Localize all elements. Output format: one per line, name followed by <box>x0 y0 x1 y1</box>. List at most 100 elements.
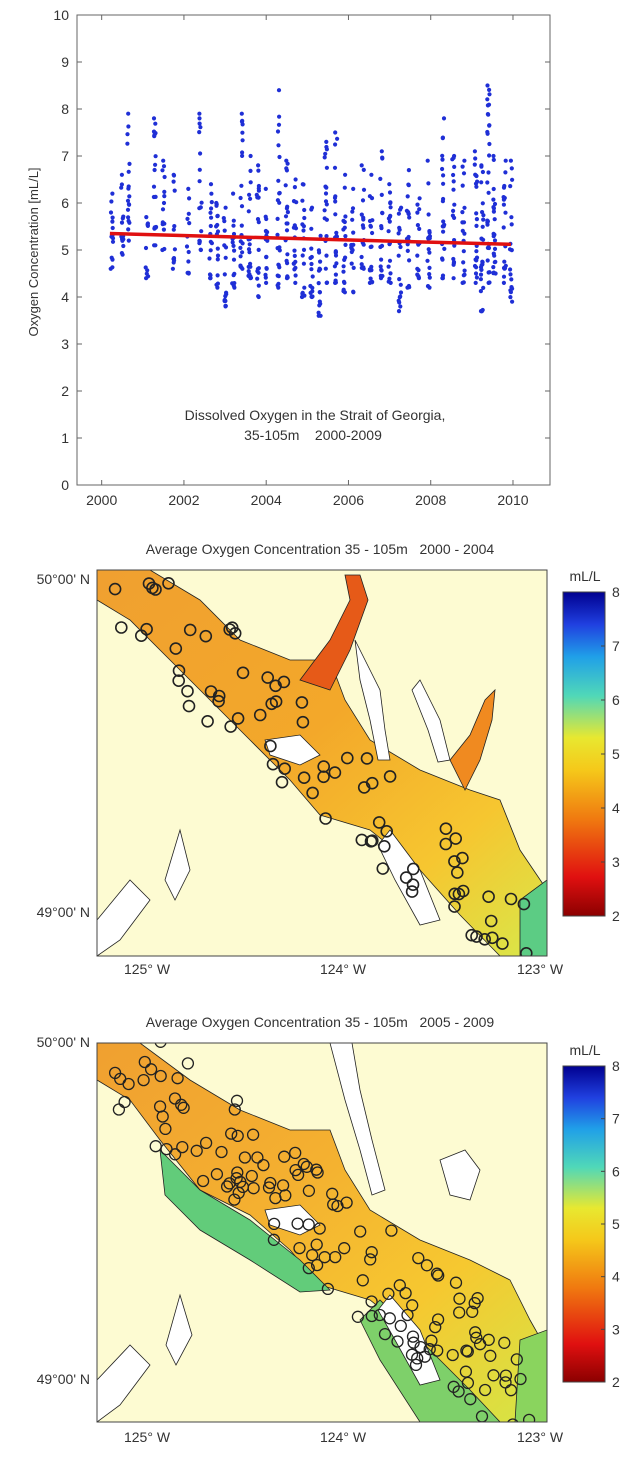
data-point <box>143 245 149 251</box>
data-point <box>143 265 148 270</box>
data-point <box>232 281 237 286</box>
station-marker <box>230 1094 244 1107</box>
data-point <box>222 298 227 303</box>
data-point <box>231 243 236 248</box>
data-point <box>503 210 508 215</box>
data-point <box>127 202 132 207</box>
data-point <box>386 216 391 221</box>
colorbar-tick-label: 7 <box>612 1111 620 1127</box>
data-point <box>126 238 131 243</box>
data-point <box>126 124 131 129</box>
station-marker <box>439 837 453 851</box>
data-point <box>285 252 290 257</box>
data-point <box>209 215 214 220</box>
data-point <box>292 248 297 253</box>
map1-colorbar <box>562 591 606 917</box>
data-point <box>451 179 456 184</box>
data-point <box>186 211 191 216</box>
data-point <box>461 280 466 285</box>
station-marker <box>328 766 342 779</box>
data-point <box>350 217 355 222</box>
station-marker <box>224 720 237 733</box>
station-marker <box>131 1029 142 1040</box>
data-point <box>334 234 339 239</box>
scatter-y-axis: 0 1 2 3 4 5 6 7 8 9 10 <box>53 7 550 493</box>
data-point <box>300 253 305 258</box>
data-point <box>301 228 306 233</box>
data-point <box>186 249 191 255</box>
data-point <box>406 183 411 188</box>
colorbar-tick-label: 5 <box>612 746 620 762</box>
data-point <box>462 158 467 163</box>
data-point <box>293 177 298 182</box>
data-point <box>335 136 340 141</box>
station-marker <box>326 1187 339 1200</box>
station-marker <box>449 832 463 845</box>
data-point <box>222 219 227 224</box>
station-marker <box>498 1336 511 1349</box>
data-point <box>231 231 237 237</box>
data-point <box>349 261 354 266</box>
data-point <box>509 166 514 171</box>
station-marker <box>461 1376 475 1390</box>
station-marker <box>406 862 420 876</box>
data-point <box>239 223 244 228</box>
data-point <box>507 247 513 252</box>
data-point <box>481 217 486 222</box>
data-point <box>492 217 497 222</box>
station-marker <box>319 812 332 825</box>
data-point <box>461 249 466 254</box>
data-point <box>275 216 280 221</box>
data-point <box>441 173 446 178</box>
data-point <box>209 191 214 196</box>
data-point <box>170 266 175 271</box>
data-point <box>361 265 366 270</box>
station-marker <box>406 1299 419 1312</box>
data-point <box>360 198 366 203</box>
data-point <box>380 156 385 161</box>
data-point <box>368 223 373 228</box>
data-point <box>407 215 412 220</box>
station-marker <box>182 699 196 713</box>
station-marker <box>253 708 267 722</box>
data-point <box>324 253 329 258</box>
map1-lat-label-49n: 49°00' N <box>37 904 90 920</box>
data-point <box>451 208 456 213</box>
data-point <box>317 290 322 295</box>
data-point <box>264 255 269 260</box>
station-marker <box>499 1369 513 1382</box>
data-point <box>472 162 477 167</box>
scatter-plot-frame <box>76 14 551 486</box>
station-marker <box>453 1292 466 1305</box>
data-point <box>440 257 445 262</box>
station-marker <box>113 1019 124 1030</box>
station-marker <box>460 1344 473 1357</box>
data-point <box>323 199 329 204</box>
y-tick-label: 10 <box>53 7 69 23</box>
station-marker <box>215 1145 228 1159</box>
data-point <box>343 172 348 177</box>
station-marker <box>356 1274 369 1287</box>
data-point <box>284 228 290 233</box>
data-point <box>162 189 167 194</box>
data-point <box>232 271 237 276</box>
data-point <box>341 264 346 269</box>
data-point <box>309 226 314 231</box>
data-point <box>342 280 347 285</box>
data-point <box>215 246 220 251</box>
data-point <box>407 258 412 263</box>
station-marker <box>432 1269 445 1282</box>
station-marker <box>412 1251 425 1265</box>
station-marker <box>505 1427 516 1438</box>
data-point <box>387 258 393 263</box>
data-point <box>275 232 280 237</box>
data-point <box>317 299 322 304</box>
data-point <box>451 187 456 192</box>
station-marker <box>156 1110 169 1123</box>
data-point <box>396 253 401 258</box>
data-point <box>276 274 281 279</box>
data-point <box>474 217 479 222</box>
data-point <box>462 231 467 236</box>
data-point <box>460 210 465 215</box>
station-marker <box>338 1242 351 1255</box>
